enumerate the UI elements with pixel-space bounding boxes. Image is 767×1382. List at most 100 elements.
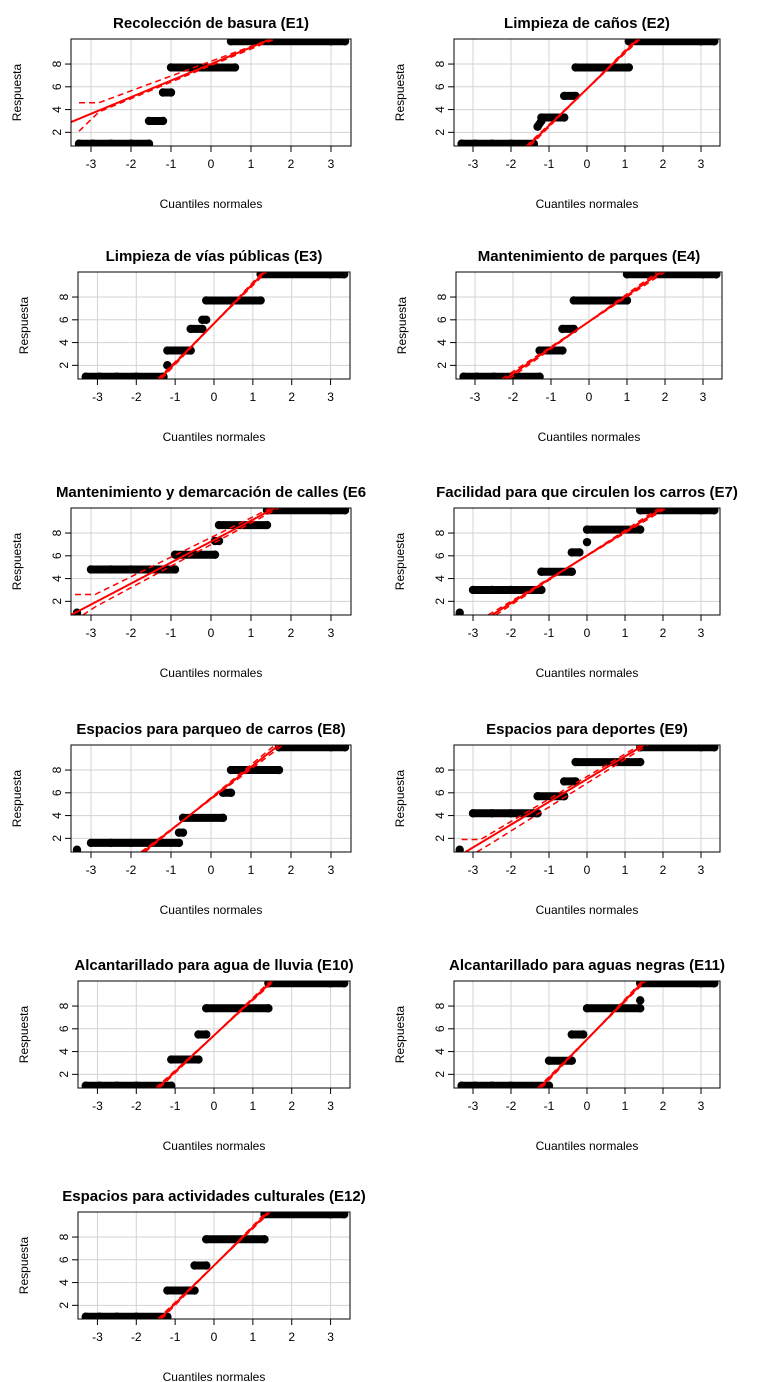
data-point: [132, 1081, 141, 1088]
data-point: [470, 1081, 480, 1088]
data-point: [560, 91, 569, 101]
data-point: [218, 813, 228, 823]
data-point: [214, 520, 224, 530]
x-tick-label: 2: [662, 390, 669, 404]
data-point: [170, 565, 180, 574]
data-point: [106, 565, 116, 574]
data-point: [636, 1004, 645, 1013]
data-point: [226, 765, 236, 775]
x-tick-label: -2: [126, 863, 137, 877]
x-tick-label: -1: [544, 863, 555, 877]
data-point: [622, 296, 632, 305]
y-axis-label: Respuesta: [17, 296, 31, 354]
reference-lines: [157, 272, 268, 379]
x-tick-label: -2: [506, 863, 517, 877]
x-tick-label: -3: [468, 626, 479, 640]
data-point: [582, 1004, 592, 1013]
x-tick-label: 2: [288, 1330, 295, 1344]
data-point: [170, 550, 180, 559]
confidence-band: [501, 272, 666, 379]
x-tick-label: 0: [584, 863, 591, 877]
y-tick-label: 4: [57, 339, 71, 346]
data-point: [582, 525, 592, 534]
x-tick-label: 2: [660, 626, 667, 640]
data-point: [696, 981, 706, 988]
data-point: [163, 346, 172, 355]
data-point: [544, 1056, 554, 1065]
y-tick-label: 2: [57, 1302, 71, 1309]
y-axis-label: Respuesta: [393, 1005, 407, 1063]
chart-title: Espacios para deportes (E9): [486, 721, 688, 738]
data-point: [198, 324, 207, 334]
points-group: [74, 39, 350, 146]
x-tick-label: 2: [288, 157, 295, 171]
x-tick-label: -1: [170, 1330, 181, 1344]
y-tick-label: 8: [435, 293, 449, 300]
data-point: [710, 745, 719, 752]
chart-title: Recolección de basura (E1): [113, 15, 309, 32]
y-axis-label: Respuesta: [10, 769, 24, 827]
x-tick-label: -2: [126, 157, 137, 171]
points-group: [81, 981, 349, 1088]
y-tick-label: 4: [50, 106, 64, 113]
y-tick-label: 6: [435, 316, 449, 323]
qq-panel-10: -3 -2 -1 0 1 2 3 2 4 6 8 Alcantarillado para aguas …: [393, 957, 725, 1153]
confidence-band: [529, 39, 637, 146]
y-tick-label: 8: [433, 529, 447, 536]
x-tick-label: 2: [660, 863, 667, 877]
chart-title: Limpieza de vías públicas (E3): [106, 248, 323, 265]
x-axis-label: Cuantiles normales: [163, 430, 266, 444]
data-point: [256, 296, 265, 305]
data-point: [326, 272, 335, 279]
confidence-band: [79, 39, 272, 104]
data-point: [533, 809, 542, 818]
data-point: [326, 745, 336, 752]
x-tick-label: 2: [288, 626, 295, 640]
y-axis-label: Respuesta: [17, 1005, 31, 1063]
x-tick-label: 1: [248, 157, 255, 171]
data-point: [575, 548, 584, 557]
chart-title: Alcantarillado para agua de lluvia (E10): [74, 957, 353, 974]
x-tick-label: 3: [328, 157, 335, 171]
x-axis-label: Cuantiles normales: [160, 197, 263, 211]
x-tick-label: 1: [250, 1099, 257, 1113]
y-axis-label: Respuesta: [393, 769, 407, 827]
data-point: [582, 537, 592, 547]
y-tick-label: 6: [433, 552, 447, 559]
data-point: [622, 272, 632, 279]
y-tick-label: 8: [433, 1002, 447, 1009]
reference-lines: [537, 981, 647, 1088]
x-axis-label: Cuantiles normales: [163, 1370, 266, 1382]
data-point: [112, 1312, 122, 1319]
y-tick-label: 8: [57, 1002, 71, 1009]
qq-panel-1: -3 -2 -1 0 1 2 3 2 4 6 8 Recolección de basura (E1)…: [10, 15, 352, 211]
x-tick-label: 3: [327, 1330, 334, 1344]
confidence-band: [82, 508, 280, 615]
y-tick-label: 2: [57, 362, 71, 369]
y-tick-label: 2: [435, 362, 449, 369]
y-axis-label: Respuesta: [395, 296, 409, 354]
reference-lines: [501, 272, 666, 379]
data-point: [144, 116, 154, 126]
x-tick-label: 0: [584, 626, 591, 640]
x-tick-label: 3: [698, 1099, 705, 1113]
data-point: [506, 585, 516, 595]
y-axis-label: Respuesta: [10, 532, 24, 590]
data-point: [487, 585, 497, 595]
y-tick-label: 2: [433, 129, 447, 136]
data-point: [210, 550, 220, 559]
x-tick-label: 3: [328, 863, 335, 877]
data-point: [86, 565, 96, 574]
x-tick-label: 0: [586, 390, 593, 404]
x-tick-label: -3: [86, 863, 97, 877]
chart-title: Espacios para parqueo de carros (E8): [76, 721, 345, 738]
x-tick-label: -1: [166, 863, 177, 877]
data-point: [710, 39, 719, 46]
data-point: [126, 139, 136, 146]
y-tick-label: 2: [50, 129, 64, 136]
chart-title: Mantenimiento de parques (E4): [478, 248, 701, 265]
y-tick-label: 6: [433, 789, 447, 796]
x-tick-label: 3: [700, 390, 707, 404]
data-point: [260, 1235, 269, 1244]
x-tick-label: 1: [622, 1099, 629, 1113]
